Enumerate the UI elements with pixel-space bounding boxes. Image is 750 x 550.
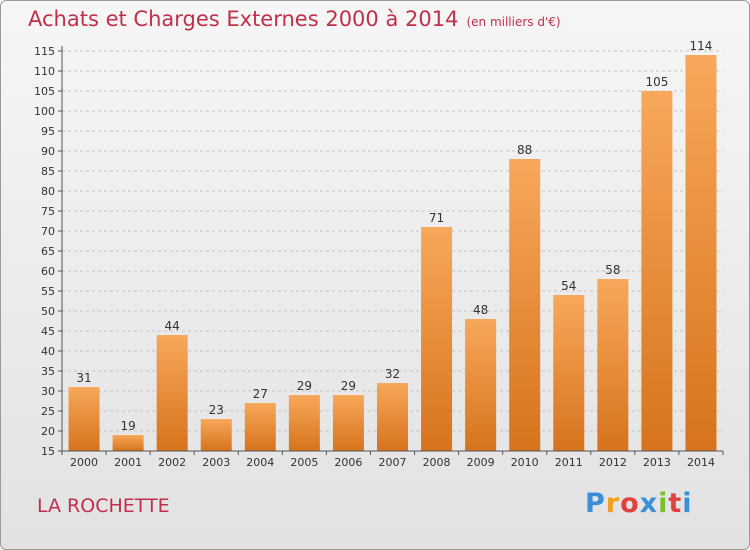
x-tick-label-2010: 2010 [511,456,539,469]
bar-2003 [200,419,232,451]
bar-2008 [421,227,453,451]
bar-2013 [641,91,673,451]
bar-2007 [377,383,408,451]
data-label-2002: 44 [165,319,180,333]
data-label-2000: 31 [76,371,91,385]
x-axis: 2000 2001 2002 2003 2004 2005 2006 2007 2008 2009… [61,450,724,469]
y-tick-label: 110 [34,65,55,78]
bar-2001 [112,435,144,451]
logo-letter: t [668,488,683,519]
y-tick-label: 40 [41,345,55,358]
bar-2000 [68,387,100,451]
data-label-2013: 105 [645,75,668,89]
data-label-2006: 29 [341,379,356,393]
data-labels: 31 19 44 23 27 29 29 32 71 48 88 54 58 105 114 [76,39,712,433]
bar-2002 [156,335,188,451]
y-tick-label: 20 [41,425,55,438]
commune-name: LA ROCHETTE [37,495,170,517]
x-tick-label-2007: 2007 [379,456,407,469]
data-label-2005: 29 [297,379,312,393]
data-label-2010: 88 [517,143,532,157]
y-tick-label: 50 [41,305,55,318]
bar-2012 [597,279,629,451]
x-tick-label-2005: 2005 [290,456,318,469]
logo-letter: r [605,488,621,519]
logo-letter: i [682,488,693,519]
data-label-2009: 48 [473,303,488,317]
bar-2010 [509,159,541,451]
y-tick-label: 35 [41,365,55,378]
data-label-2008: 71 [429,211,444,225]
y-tick-label: 80 [41,185,55,198]
y-tick-label: 105 [34,85,55,98]
x-tick-label-2002: 2002 [158,456,186,469]
x-tick-label-2003: 2003 [202,456,230,469]
y-axis: 15 20 25 30 35 40 45 50 55 60 65 70 75 80 85 90 95 100 105… [34,45,63,458]
logo-letter: o [620,488,640,519]
y-tick-label: 25 [41,405,55,418]
y-tick-label: 100 [34,105,55,118]
data-label-2014: 114 [690,39,713,53]
x-tick-label-2004: 2004 [246,456,274,469]
y-tick-label: 85 [41,165,55,178]
y-tick-label: 15 [41,445,55,458]
x-tick-label-2000: 2000 [70,456,98,469]
y-tick-label: 95 [41,125,55,138]
bars [68,55,717,451]
chart-title-text: Achats et Charges Externes 2000 à 2014 [28,7,459,31]
y-tick-label: 90 [41,145,55,158]
x-tick-label-2012: 2012 [599,456,627,469]
data-label-2007: 32 [385,367,400,381]
y-tick-label: 45 [41,325,55,338]
y-tick-label: 30 [41,385,55,398]
logo-letter: x [639,488,659,519]
x-tick-label-2014: 2014 [687,456,715,469]
data-label-2011: 54 [561,279,576,293]
x-tick-label-2001: 2001 [114,456,142,469]
data-label-2004: 27 [253,387,268,401]
chart-title: Achats et Charges Externes 2000 à 2014 (e… [28,7,561,31]
y-tick-label: 60 [41,265,55,278]
x-tick-label-2006: 2006 [334,456,362,469]
data-label-2003: 23 [209,403,224,417]
y-tick-label: 70 [41,225,55,238]
data-label-2012: 58 [605,263,620,277]
x-tick-label-2011: 2011 [555,456,583,469]
logo-letter: P [585,488,606,519]
bar-2005 [288,395,320,451]
x-tick-label-2013: 2013 [643,456,671,469]
y-tick-label: 115 [34,45,55,58]
bar-2006 [332,395,364,451]
proxiti-logo: Proxiti [585,488,693,519]
data-label-2001: 19 [120,419,135,433]
y-tick-label: 65 [41,245,55,258]
chart-subtitle: (en milliers d'€) [466,15,561,29]
bar-2014 [685,55,717,451]
y-tick-label: 55 [41,285,55,298]
bar-2004 [244,403,276,451]
bar-2011 [553,295,585,451]
y-tick-label: 75 [41,205,55,218]
bar-2009 [465,319,497,451]
logo-letter: i [658,488,669,519]
x-tick-label-2008: 2008 [423,456,451,469]
x-tick-label-2009: 2009 [467,456,495,469]
